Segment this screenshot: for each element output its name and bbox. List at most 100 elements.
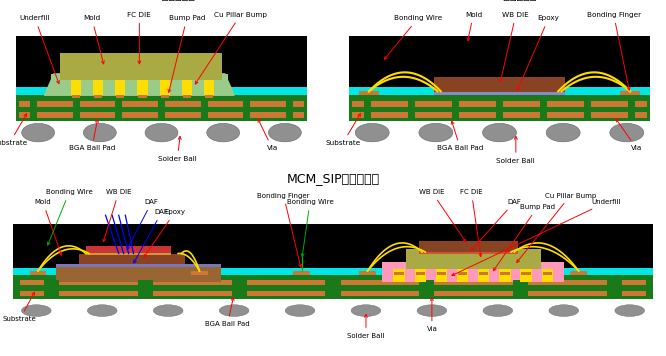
Bar [452, 101, 459, 106]
Bar [56, 265, 221, 267]
Bar [359, 91, 379, 95]
Text: FC DIE: FC DIE [127, 12, 151, 64]
Text: Substrate: Substrate [325, 114, 360, 146]
Bar [584, 101, 591, 106]
Bar [182, 95, 191, 98]
Bar [86, 246, 171, 253]
Text: Via: Via [258, 119, 278, 151]
Bar [628, 112, 635, 118]
Bar [500, 272, 509, 274]
Bar [478, 269, 490, 282]
Bar [73, 101, 80, 106]
Text: Bump Pad: Bump Pad [168, 15, 205, 92]
Ellipse shape [483, 305, 513, 316]
Bar [94, 95, 103, 98]
Bar [325, 290, 341, 296]
Ellipse shape [285, 305, 315, 316]
Text: WB DIE: WB DIE [419, 189, 466, 242]
Text: Solder Ball: Solder Ball [347, 314, 385, 339]
Bar [138, 290, 153, 296]
Bar [61, 53, 222, 80]
Bar [138, 280, 153, 285]
Bar [394, 269, 404, 282]
Bar [30, 101, 37, 106]
Bar [160, 80, 170, 95]
Bar [232, 290, 247, 296]
Bar [30, 271, 46, 274]
Bar [419, 290, 434, 296]
Text: DAF: DAF [471, 199, 521, 251]
Bar [543, 272, 552, 274]
Bar [521, 269, 531, 282]
Bar [436, 269, 447, 282]
Bar [382, 262, 563, 282]
Circle shape [355, 124, 389, 142]
Bar [394, 272, 404, 274]
Bar [352, 101, 647, 106]
Text: Via: Via [426, 298, 438, 333]
Text: DAF: DAF [134, 209, 168, 263]
Bar [44, 280, 59, 285]
Text: Bonding Finger: Bonding Finger [257, 193, 310, 267]
Ellipse shape [615, 305, 645, 316]
Circle shape [206, 124, 240, 142]
Bar [79, 253, 184, 265]
Bar [414, 269, 426, 282]
Bar [286, 101, 293, 106]
Title: MCM_SIP封裝示意圖: MCM_SIP封裝示意圖 [286, 172, 380, 185]
Bar [182, 80, 192, 95]
Bar [352, 112, 647, 118]
Bar [243, 112, 250, 118]
Text: BGA Ball Pad: BGA Ball Pad [69, 120, 115, 151]
Bar [496, 112, 503, 118]
Circle shape [419, 124, 453, 142]
Bar [628, 101, 635, 106]
Text: Epoxy: Epoxy [517, 15, 559, 90]
Bar [286, 112, 293, 118]
Text: Cu Pillar Bump: Cu Pillar Bump [517, 193, 596, 262]
Bar [364, 101, 371, 106]
Bar [204, 80, 214, 95]
Bar [513, 290, 528, 296]
Bar [13, 268, 653, 274]
Bar [72, 95, 80, 98]
Bar [115, 101, 123, 106]
Bar [158, 101, 165, 106]
Bar [408, 112, 415, 118]
Text: Solder Ball: Solder Ball [158, 136, 196, 162]
Bar [479, 272, 488, 274]
Bar [19, 112, 304, 118]
Circle shape [83, 124, 117, 142]
Text: Cu Pillar Bump: Cu Pillar Bump [195, 12, 267, 84]
Text: Substrate: Substrate [0, 114, 27, 146]
Ellipse shape [21, 305, 51, 316]
Bar [115, 80, 125, 95]
Bar [350, 36, 649, 121]
Bar [325, 280, 341, 285]
Bar [294, 271, 310, 274]
Text: Underfill: Underfill [452, 199, 621, 276]
Circle shape [610, 124, 644, 142]
Text: Mold: Mold [83, 15, 105, 64]
Bar [243, 101, 250, 106]
Bar [71, 80, 81, 95]
Bar [350, 95, 649, 121]
Bar [607, 290, 622, 296]
Bar [452, 112, 459, 118]
Bar [540, 101, 547, 106]
Text: Underfill: Underfill [20, 15, 59, 84]
Bar [137, 80, 148, 95]
Text: WB DIE: WB DIE [103, 189, 131, 242]
Bar [44, 290, 59, 296]
Text: DAF: DAF [127, 199, 159, 250]
Bar [158, 112, 165, 118]
Bar [434, 92, 565, 95]
Text: Via: Via [616, 119, 642, 151]
Bar [437, 272, 446, 274]
Text: BGA Ball Pad: BGA Ball Pad [205, 298, 250, 328]
Bar [570, 271, 587, 274]
Ellipse shape [153, 305, 183, 316]
Bar [458, 272, 467, 274]
Bar [434, 77, 565, 92]
Bar [416, 272, 425, 274]
